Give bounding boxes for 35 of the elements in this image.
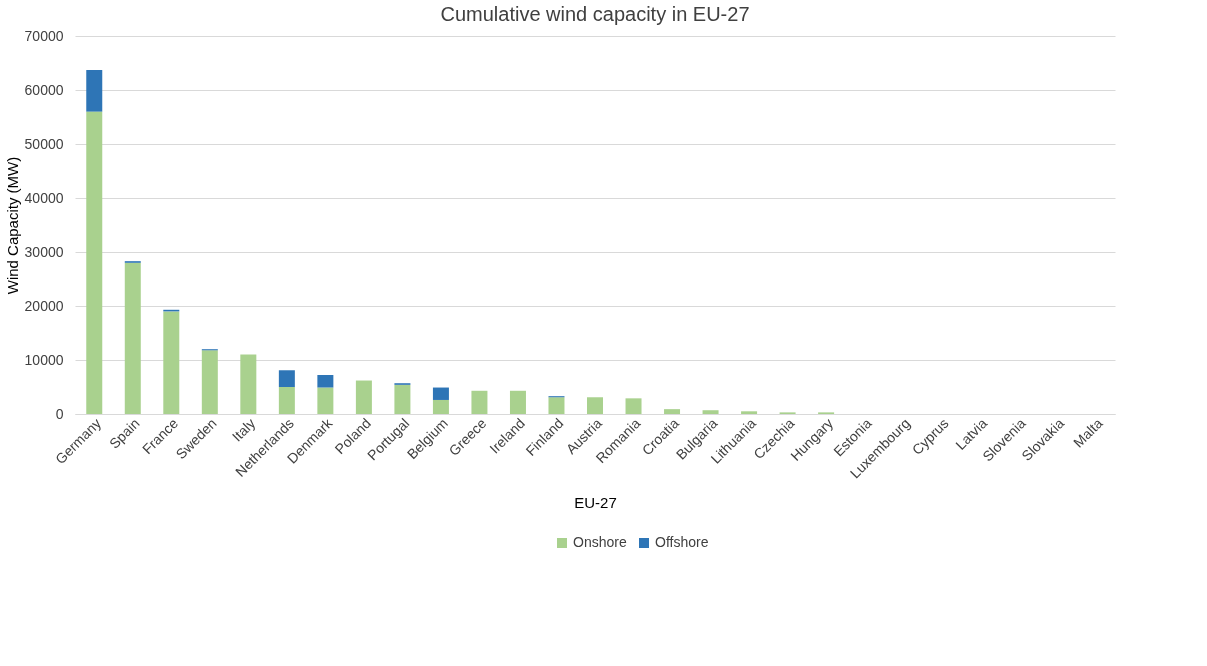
bar	[201, 350, 218, 414]
y-tick-label: 70000	[24, 27, 64, 44]
y-tick-label: 20000	[24, 297, 64, 314]
y-tick-label: 10000	[24, 351, 64, 368]
bar	[240, 354, 257, 414]
legend-label: Onshore	[573, 534, 627, 550]
chart-title: Cumulative wind capacity in EU-27	[440, 3, 750, 25]
bar	[471, 390, 488, 414]
bar	[548, 397, 565, 414]
bar	[124, 262, 141, 414]
bar	[355, 380, 372, 414]
y-axis-title: Wind Capacity (MW)	[3, 156, 21, 295]
bar	[509, 390, 526, 414]
bar	[86, 111, 103, 414]
bar	[702, 410, 719, 414]
y-tick-label: 50000	[24, 135, 64, 152]
bar	[432, 387, 449, 400]
legend-label: Offshore	[655, 534, 709, 550]
y-tick-label: 40000	[24, 189, 64, 206]
y-tick-label: 60000	[24, 81, 64, 98]
bar	[432, 399, 449, 414]
bar	[86, 70, 103, 112]
x-axis-title: EU-27	[574, 494, 617, 512]
bar	[741, 411, 758, 414]
bar	[625, 398, 642, 414]
bar	[278, 387, 295, 414]
bar	[394, 384, 411, 414]
bar	[163, 311, 180, 414]
bar	[587, 397, 603, 414]
bar	[278, 370, 295, 387]
bar	[317, 375, 334, 388]
y-tick-label: 30000	[24, 243, 64, 260]
bar	[317, 387, 334, 414]
y-tick-label: 0	[55, 405, 64, 422]
bar	[664, 409, 681, 414]
